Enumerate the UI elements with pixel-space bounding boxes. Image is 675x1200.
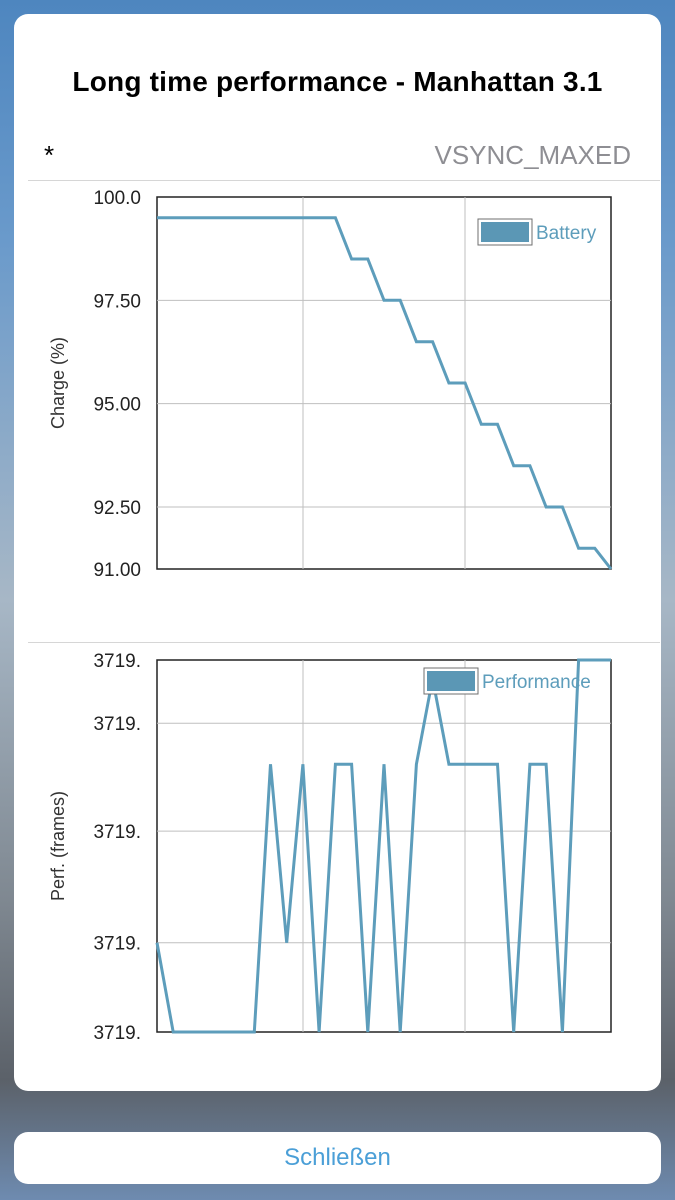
- battery-chart: 100.0 97.50 95.00 92.50 91.00 Charge (%) Bat…: [48, 188, 613, 581]
- battery-plot-area: [156, 196, 612, 570]
- divider-middle: [28, 642, 660, 643]
- perf-y-tick-label: 3719.: [93, 822, 141, 843]
- battery-y-tick-label: 92.50: [93, 498, 141, 519]
- battery-y-axis-label: Charge (%): [48, 337, 68, 429]
- performance-dialog: Long time performance - Manhattan 3.1 * …: [14, 14, 661, 1091]
- perf-y-tick-label: 3719.: [93, 1023, 141, 1044]
- row-label-asterisk: *: [44, 140, 55, 170]
- battery-legend-label: Battery: [536, 223, 597, 244]
- perf-y-tick-label: 3719.: [93, 934, 141, 955]
- perf-y-tick-label: 3719.: [93, 651, 141, 672]
- battery-y-tick-label: 100.0: [93, 188, 141, 209]
- performance-chart: 3719. 3719. 3719. 3719. 3719. Perf. (frames)…: [48, 651, 612, 1044]
- perf-y-ticks: 3719. 3719. 3719. 3719. 3719.: [93, 651, 141, 1044]
- perf-hgrid: [157, 722, 611, 944]
- battery-y-tick-label: 95.00: [93, 395, 141, 416]
- battery-y-tick-label: 91.00: [93, 560, 141, 581]
- battery-y-ticks: 100.0 97.50 95.00 92.50 91.00: [93, 188, 141, 581]
- battery-y-tick-label: 97.50: [93, 291, 141, 312]
- settings-row: * VSYNC_MAXED: [14, 134, 661, 178]
- divider-top: [28, 180, 660, 181]
- perf-y-tick-label: 3719.: [93, 714, 141, 735]
- battery-legend: Battery: [477, 218, 597, 246]
- performance-series-line: [155, 658, 611, 1034]
- close-button[interactable]: Schließen: [14, 1132, 661, 1184]
- perf-y-axis-label: Perf. (frames): [48, 791, 68, 901]
- perf-legend-swatch: [427, 671, 475, 691]
- performance-legend: Performance: [423, 667, 591, 695]
- battery-legend-swatch: [481, 222, 529, 242]
- perf-legend-label: Performance: [482, 672, 591, 693]
- row-value-vsync: VSYNC_MAXED: [434, 140, 632, 170]
- battery-series-line: [157, 216, 613, 570]
- dialog-title: Long time performance - Manhattan 3.1: [72, 66, 603, 97]
- perf-plot-area: [156, 659, 612, 1033]
